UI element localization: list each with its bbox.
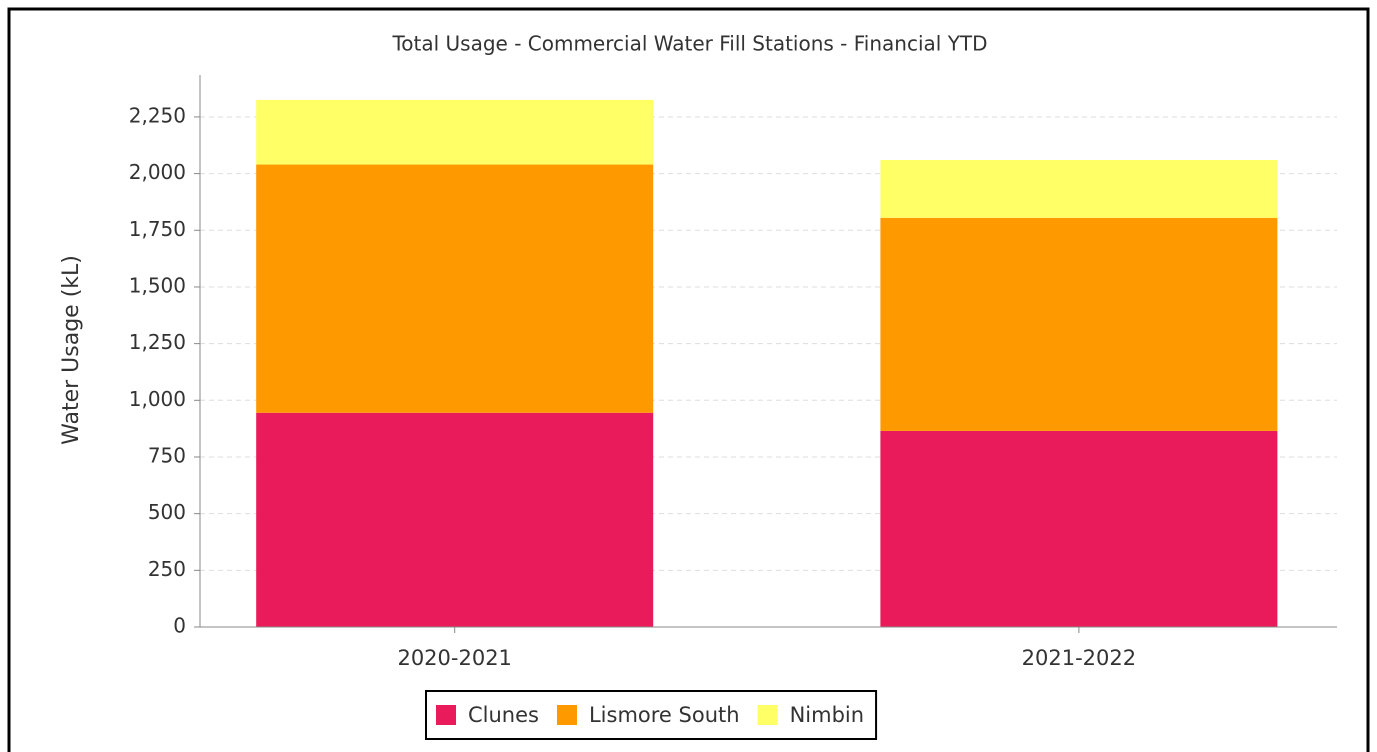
- y-tick-label: 1,000: [129, 387, 186, 411]
- bar-segment: [256, 99, 654, 165]
- y-tick-label: 2,250: [129, 103, 186, 127]
- bar-segment: [880, 160, 1278, 218]
- bar-segment: [880, 217, 1278, 431]
- bar-segment: [256, 164, 654, 413]
- x-tick-label: 2020-2021: [397, 646, 511, 670]
- y-tick-label: 250: [148, 557, 186, 581]
- y-tick-label: 0: [173, 614, 186, 638]
- legend-label: Lismore South: [589, 703, 740, 727]
- y-tick-label: 750: [148, 443, 186, 467]
- legend-swatch: [757, 705, 778, 725]
- y-tick-label: 1,500: [129, 273, 186, 297]
- y-tick-label: 500: [148, 500, 186, 524]
- bar-segment: [256, 412, 654, 627]
- chart-title: Total Usage - Commercial Water Fill Stat…: [391, 32, 987, 56]
- legend-label: Clunes: [468, 703, 539, 727]
- x-tick-label: 2021-2022: [1022, 646, 1136, 670]
- legend-swatch: [436, 705, 456, 725]
- bar-segment: [880, 430, 1278, 627]
- legend-box: [425, 690, 878, 740]
- legend-label: Nimbin: [790, 703, 864, 727]
- y-axis-label: Water Usage (kL): [59, 255, 84, 445]
- legend: Clunes Lismore South Nimbin: [425, 690, 878, 740]
- y-tick-label: 1,250: [129, 330, 186, 354]
- y-tick-label: 2,000: [129, 160, 186, 184]
- y-tick-label: 1,750: [129, 217, 186, 241]
- legend-swatch: [556, 705, 577, 725]
